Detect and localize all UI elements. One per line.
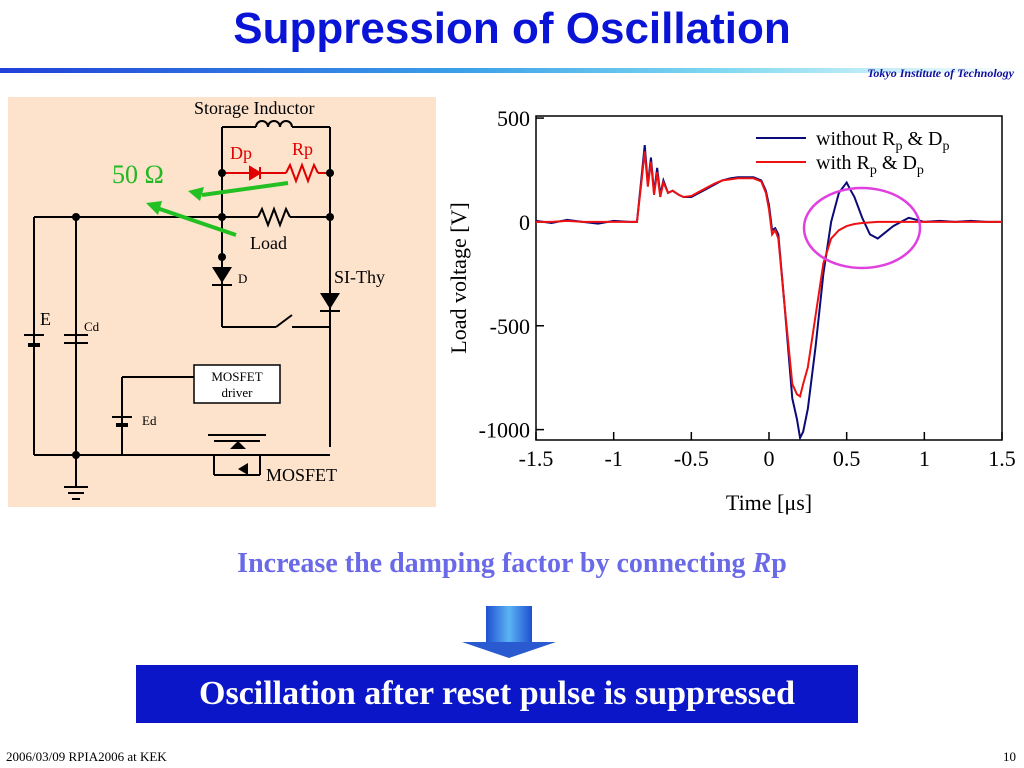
mosfet-driver-label-1: MOSFET [211,369,262,384]
y-tick-label: -1000 [479,418,530,443]
mosfet-driver-label-2: driver [221,385,253,400]
page-number: 10 [1003,749,1016,764]
ohm-label: 50 Ω [112,160,164,189]
down-arrow-icon [486,606,532,642]
slide-title: Suppression of Oscillation [233,4,791,53]
plot-frame [535,115,1003,441]
x-tick-label: -1 [605,446,623,471]
x-tick-label: 0.5 [833,446,861,471]
x-tick-label: 1 [919,446,930,471]
y-axis-label: Load voltage [V] [446,202,471,354]
y-tick-label: 0 [519,210,530,235]
cd-label: Cd [84,319,100,334]
damping-statement: Increase the damping factor by connectin… [237,548,787,579]
mosfet-label: MOSFET [266,465,337,485]
x-tick-label: -1.5 [519,446,554,471]
load-voltage-chart: -1.5 -1 -0.5 0 0.5 1 1.5 500 0 -500 -1000 without … [440,96,1024,526]
legend-without: without Rp & Dp [816,128,949,154]
diode-d-label: D [238,271,247,286]
y-tick-label: -500 [490,314,530,339]
title-underline [0,68,1024,73]
dp-label: Dp [230,143,252,163]
x-axis-label: Time [μs] [726,490,812,515]
ed-label: Ed [142,413,157,428]
series-line-with-rp-dp [536,151,1002,399]
legend: without Rp & Dp with Rp & Dp [756,128,949,178]
y-tick-label: 500 [497,106,530,131]
e-label: E [40,309,51,329]
rp-label: Rp [292,139,313,159]
down-arrow-tip-icon [462,642,556,658]
circuit-diagram: Storage Inductor Dp Rp 50 Ω Load D SI-Th… [8,97,436,507]
x-tick-label: -0.5 [674,446,709,471]
x-tick-label: 0 [764,446,775,471]
result-banner: Oscillation after reset pulse is suppres… [136,665,858,723]
footer-date-event: 2006/03/09 RPIA2006 at KEK [6,749,167,764]
x-tick-label: 1.5 [988,446,1016,471]
series-line-without-rp-dp [535,144,1002,442]
highlight-ellipse [802,186,922,270]
sithy-label: SI-Thy [334,267,385,287]
institution-label: Tokyo Institute of Technology [867,66,1014,80]
storage-inductor-label: Storage Inductor [194,98,314,118]
circuit-svg: Storage Inductor Dp Rp 50 Ω Load D SI-Th… [24,98,385,500]
load-label: Load [250,233,287,253]
chart-svg: -1.5 -1 -0.5 0 0.5 1 1.5 500 0 -500 -1000 without … [446,106,1016,515]
legend-with: with Rp & Dp [816,152,924,178]
